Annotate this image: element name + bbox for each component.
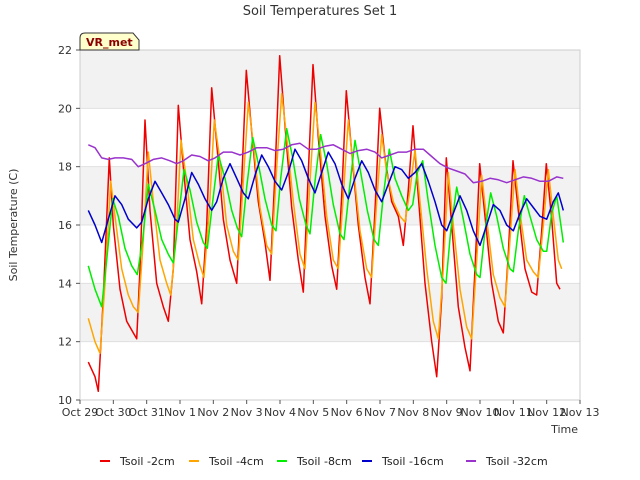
- legend-label: Tsoil -32cm: [485, 455, 548, 468]
- series-line-tsoil-32cm: [88, 142, 564, 184]
- x-tick-label: Nov 9: [431, 406, 463, 419]
- y-axis-label: Soil Temperature (C): [7, 169, 20, 282]
- x-tick-label: Nov 5: [297, 406, 329, 419]
- x-tick-label: Nov 7: [364, 406, 396, 419]
- x-tick-label: Nov 11: [494, 406, 533, 419]
- x-tick-label: Oct 30: [95, 406, 132, 419]
- x-tick-label: Nov 10: [461, 406, 500, 419]
- y-tick-label: 22: [58, 44, 72, 57]
- y-tick-label: 10: [58, 394, 72, 407]
- x-tick-label: Nov 2: [197, 406, 229, 419]
- series-line-tsoil-4cm: [87, 93, 563, 355]
- x-axis-label: Time: [550, 423, 578, 436]
- series-line-tsoil-8cm: [87, 128, 565, 308]
- x-tick-label: Nov 8: [397, 406, 429, 419]
- legend-label: Tsoil -4cm: [208, 455, 264, 468]
- plot-background-bands: [80, 50, 580, 342]
- y-tick-label: 14: [58, 277, 72, 290]
- y-tick-label: 16: [58, 219, 72, 232]
- legend-label: Tsoil -8cm: [296, 455, 352, 468]
- x-tick-label: Nov 6: [331, 406, 363, 419]
- x-tick-label: Nov 13: [561, 406, 600, 419]
- legend: Tsoil -2cm Tsoil -4cm Tsoil -8cm Tsoil -16c…: [100, 455, 548, 468]
- site-badge-label: VR_met: [86, 36, 133, 49]
- chart-title: Soil Temperatures Set 1: [243, 4, 398, 19]
- plot-band: [80, 50, 580, 109]
- legend-label: Tsoil -2cm: [119, 455, 175, 468]
- x-tick-label: Nov 12: [527, 406, 566, 419]
- y-tick-label: 12: [58, 336, 72, 349]
- series-line-tsoil-2cm: [87, 55, 561, 393]
- y-tick-label: 18: [58, 161, 72, 174]
- x-tick-label: Nov 1: [164, 406, 196, 419]
- y-axis-ticks: 10 12 14 16 18 20 22: [58, 44, 80, 407]
- y-tick-label: 20: [58, 102, 72, 115]
- x-tick-label: Oct 29: [62, 406, 99, 419]
- x-tick-label: Nov 3: [231, 406, 263, 419]
- legend-label: Tsoil -16cm: [381, 455, 444, 468]
- x-tick-label: Nov 4: [264, 406, 296, 419]
- x-tick-label: Oct 31: [128, 406, 165, 419]
- series-line-tsoil-16cm: [87, 148, 565, 247]
- series-lines: [87, 55, 565, 393]
- site-badge: VR_met: [79, 32, 140, 51]
